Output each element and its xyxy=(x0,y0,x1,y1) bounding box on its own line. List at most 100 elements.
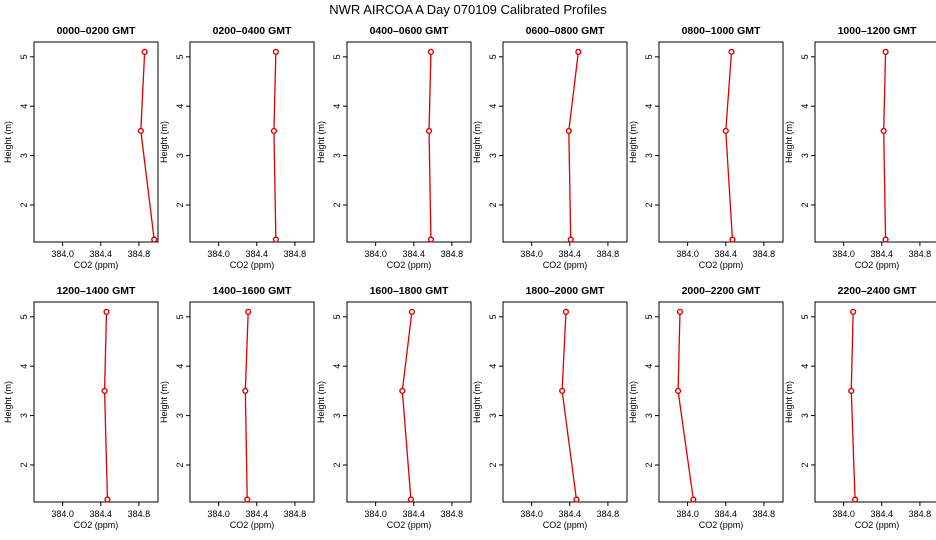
y-tick-label: 4 xyxy=(332,104,342,109)
x-tick-label: 384.0 xyxy=(51,249,74,259)
data-point xyxy=(729,236,736,243)
data-point xyxy=(141,48,148,55)
data-point xyxy=(270,127,278,134)
x-tick-label: 384.4 xyxy=(403,249,426,259)
series-segment xyxy=(561,390,578,500)
y-tick-label: 4 xyxy=(175,104,185,109)
x-axis-label: CO2 (ppm) xyxy=(387,260,432,270)
data-point xyxy=(245,308,252,315)
y-tick-label: 5 xyxy=(488,314,498,319)
y-tick-label: 3 xyxy=(488,153,498,158)
y-axis-label: Height (m) xyxy=(316,121,326,163)
x-axis-label: CO2 (ppm) xyxy=(543,520,588,530)
y-tick-label: 4 xyxy=(488,104,498,109)
panel-title: 0200–0400 GMT xyxy=(213,25,292,37)
x-tick-label: 384.8 xyxy=(753,249,776,259)
x-tick-label: 384.0 xyxy=(676,509,699,519)
series-segment xyxy=(883,51,887,131)
data-point xyxy=(425,127,433,134)
panel-title: 0000–0200 GMT xyxy=(57,25,136,37)
plot-frame xyxy=(346,301,472,503)
x-tick-label: 384.8 xyxy=(128,509,151,519)
data-point xyxy=(722,127,729,134)
x-tick-label: 384.4 xyxy=(871,249,894,259)
y-tick-label: 3 xyxy=(19,153,29,158)
y-tick-label: 5 xyxy=(332,314,342,319)
plot-frame xyxy=(814,301,936,503)
y-axis-label: Height (m) xyxy=(784,381,794,423)
x-tick-label: 384.8 xyxy=(441,249,464,259)
data-point xyxy=(137,127,144,134)
data-point xyxy=(559,387,566,394)
y-tick-label: 2 xyxy=(800,462,810,467)
series-segment xyxy=(103,311,108,391)
x-tick-label: 384.0 xyxy=(520,249,543,259)
y-axis-label: Height (m) xyxy=(3,121,13,163)
series-segment xyxy=(428,130,432,240)
y-tick-label: 2 xyxy=(644,462,654,467)
data-point xyxy=(573,496,580,503)
series-segment xyxy=(568,51,579,131)
data-point xyxy=(882,48,889,55)
x-tick-label: 384.0 xyxy=(207,249,230,259)
panels-grid: 0000–0200 GMT 384.0 384.4 384.8 2 3 4 5 CO2 (ppm… xyxy=(3,25,936,530)
data-point xyxy=(850,308,857,315)
x-tick-label: 384.0 xyxy=(207,509,230,519)
y-tick-label: 5 xyxy=(19,54,29,59)
data-point xyxy=(408,308,415,315)
x-tick-label: 384.8 xyxy=(597,509,620,519)
panel-11: 2200–2400 GMT 384.0 384.4 384.8 2 3 4 5 CO2 (ppm… xyxy=(784,285,936,530)
y-tick-label: 2 xyxy=(488,462,498,467)
x-tick-label: 384.8 xyxy=(597,249,620,259)
series-segment xyxy=(273,130,277,240)
data-point xyxy=(103,308,110,315)
y-tick-label: 3 xyxy=(175,413,185,418)
data-point xyxy=(728,48,735,55)
plot-frame xyxy=(346,41,472,243)
panel-10: 2000–2200 GMT 384.0 384.4 384.8 2 3 4 5 CO2 (ppm… xyxy=(628,285,784,530)
y-tick-label: 3 xyxy=(175,153,185,158)
series-segment xyxy=(401,311,413,391)
series-segment xyxy=(103,390,109,500)
x-tick-label: 384.4 xyxy=(90,249,113,259)
y-tick-label: 3 xyxy=(644,413,654,418)
y-tick-label: 5 xyxy=(488,54,498,59)
series-segment xyxy=(401,390,412,500)
data-point xyxy=(565,127,572,134)
plot-frame xyxy=(33,41,159,243)
y-tick-label: 5 xyxy=(644,314,654,319)
x-tick-label: 384.4 xyxy=(715,509,738,519)
y-tick-label: 3 xyxy=(19,413,29,418)
x-tick-label: 384.0 xyxy=(520,509,543,519)
x-axis-label: CO2 (ppm) xyxy=(74,520,119,530)
x-axis-label: CO2 (ppm) xyxy=(230,260,275,270)
y-tick-label: 5 xyxy=(800,54,810,59)
y-axis-label: Height (m) xyxy=(784,121,794,163)
series-segment xyxy=(244,311,249,391)
x-axis-label: CO2 (ppm) xyxy=(699,260,744,270)
y-tick-label: 3 xyxy=(332,413,342,418)
y-tick-label: 2 xyxy=(488,202,498,207)
x-tick-label: 384.4 xyxy=(403,509,426,519)
y-tick-label: 4 xyxy=(175,364,185,369)
series-segment xyxy=(140,51,146,131)
panel-1: 0200–0400 GMT 384.0 384.4 384.8 2 3 4 5 CO2 (ppm… xyxy=(159,25,315,270)
y-tick-label: 3 xyxy=(332,153,342,158)
y-tick-label: 5 xyxy=(175,314,185,319)
y-axis-label: Height (m) xyxy=(472,381,482,423)
data-point xyxy=(399,387,406,394)
y-tick-label: 5 xyxy=(800,314,810,319)
x-axis-label: CO2 (ppm) xyxy=(230,520,275,530)
plot-frame xyxy=(33,301,159,503)
y-tick-label: 3 xyxy=(644,153,654,158)
x-axis-label: CO2 (ppm) xyxy=(855,520,900,530)
y-tick-label: 2 xyxy=(175,202,185,207)
y-axis-label: Height (m) xyxy=(316,381,326,423)
series-segment xyxy=(725,51,733,131)
data-point xyxy=(101,387,108,394)
data-point xyxy=(851,496,859,503)
y-axis-label: Height (m) xyxy=(472,121,482,163)
panel-title: 1200–1400 GMT xyxy=(57,285,136,297)
x-tick-label: 384.0 xyxy=(676,249,699,259)
panel-title: 1600–1800 GMT xyxy=(370,285,449,297)
